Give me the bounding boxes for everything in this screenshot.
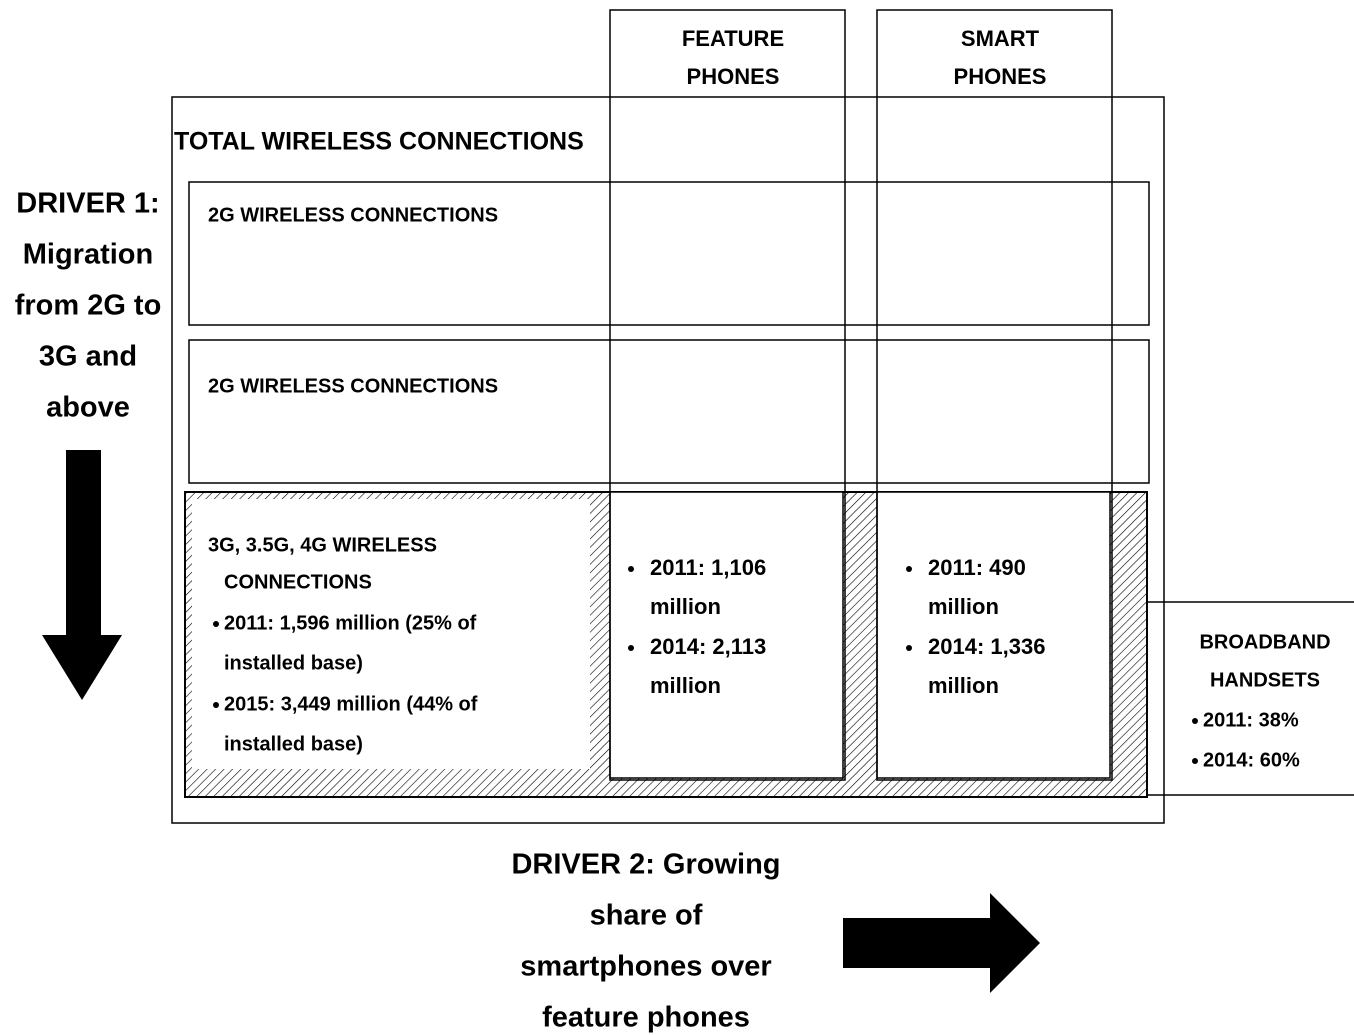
bullet-text: installed base) — [224, 652, 363, 674]
driver-label: smartphones over — [520, 951, 771, 983]
bullet — [213, 702, 219, 708]
next-gen-text-box — [192, 499, 590, 769]
driver-label: DRIVER 2: Growing — [511, 849, 780, 881]
bullet-text: 2011: 1,596 million (25% of — [224, 612, 477, 634]
down-arrow — [42, 450, 122, 700]
bullet — [1192, 718, 1198, 724]
bullet — [906, 566, 912, 572]
row-box — [188, 181, 1150, 326]
broadband-label: HANDSETS — [1210, 669, 1320, 691]
bullet-text: million — [928, 673, 999, 698]
driver-label: above — [46, 392, 130, 424]
bullet-text: 2014: 1,336 — [928, 634, 1045, 659]
driver-label: 3G and — [39, 341, 137, 373]
broadband-label: BROADBAND — [1199, 631, 1330, 653]
column-header: FEATURE — [682, 26, 784, 51]
bullet-text: 2014: 2,113 — [650, 634, 766, 659]
bullet-text: 2011: 38% — [1203, 709, 1299, 731]
driver-label: from 2G to — [15, 290, 162, 322]
driver-label: DRIVER 1: — [16, 188, 159, 220]
bullet — [628, 645, 634, 651]
right-arrow — [843, 893, 1040, 993]
total-box — [171, 96, 1165, 824]
bullet-text: 2011: 1,106 — [650, 555, 766, 580]
next-gen-label: CONNECTIONS — [224, 571, 372, 593]
bullet-text: 2015: 3,449 million (44% of — [224, 693, 478, 715]
driver-label: Migration — [23, 239, 154, 271]
feature-column — [609, 9, 846, 781]
total-label: TOTAL WIRELESS CONNECTIONS — [174, 128, 584, 156]
bullet-text: 2014: 60% — [1203, 749, 1300, 771]
bullet — [906, 645, 912, 651]
bullet — [1192, 758, 1198, 764]
column-header: PHONES — [687, 64, 780, 89]
bullet-text: 2011: 490 — [928, 555, 1026, 580]
driver-label: feature phones — [542, 1002, 750, 1034]
column-header: SMART — [961, 26, 1040, 51]
bullet-text: million — [928, 594, 999, 619]
smart-column — [876, 9, 1113, 781]
row-label: 2G WIRELESS CONNECTIONS — [208, 375, 498, 397]
row-label: 2G WIRELESS CONNECTIONS — [208, 204, 498, 226]
column-header: PHONES — [954, 64, 1047, 89]
next-gen-label: 3G, 3.5G, 4G WIRELESS — [208, 534, 437, 556]
row-box — [188, 339, 1150, 484]
driver-label: share of — [590, 900, 703, 932]
bullet-text: million — [650, 594, 721, 619]
feature-cell — [609, 491, 844, 779]
bullet — [213, 621, 219, 627]
bullet-text: million — [650, 673, 721, 698]
bullet — [628, 566, 634, 572]
bullet-text: installed base) — [224, 733, 363, 755]
